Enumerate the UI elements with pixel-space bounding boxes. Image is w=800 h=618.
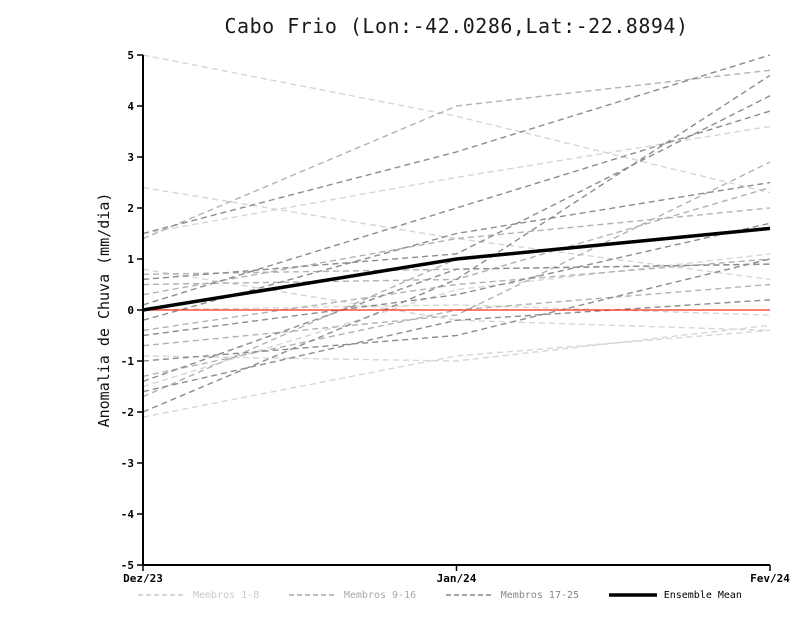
member-line (142, 258, 771, 362)
member-line (142, 181, 771, 321)
chart-title: Cabo Frio (Lon:-42.0286,Lat:-22.8894) (224, 14, 689, 38)
member-line (142, 268, 771, 332)
legend-label: Membros 1-8 (193, 589, 260, 601)
x-tick-label: Fev/24 (750, 572, 790, 585)
legend-label: Membros 17-25 (500, 589, 580, 601)
legend-label: Ensemble Mean (663, 589, 742, 601)
member-line (142, 74, 771, 413)
legend-item-members-1-8: Membros 1-8 (138, 590, 259, 601)
y-tick-label: 2 (127, 202, 134, 215)
legend-item-members-17-25: Membros 17-25 (445, 589, 580, 601)
y-tick-label: 5 (127, 49, 134, 62)
member-line (142, 110, 771, 306)
member-line (142, 324, 771, 362)
member-line (142, 125, 771, 235)
member-line (142, 54, 771, 194)
member-line (142, 95, 771, 281)
legend-solid-line-icon (608, 593, 657, 597)
y-tick-label: -5 (121, 559, 134, 572)
member-line (142, 222, 771, 337)
member-line (142, 329, 771, 418)
y-tick-label: 0 (127, 304, 134, 317)
legend: Membros 1-8 Membros 9-16 Membros 17-25 E… (138, 586, 742, 604)
y-tick-label: 1 (127, 253, 134, 266)
member-line (142, 54, 771, 235)
legend-dashed-line-icon (138, 594, 186, 596)
member-line (142, 299, 771, 393)
legend-item-members-9-16: Membros 9-16 (288, 589, 417, 601)
x-tick-label: Dez/23 (123, 572, 163, 585)
y-tick-label: -4 (121, 508, 135, 521)
member-line (142, 186, 771, 281)
y-tick-label: 4 (127, 100, 134, 113)
member-line (142, 283, 771, 377)
member-line (142, 263, 771, 383)
y-tick-label: -2 (121, 406, 134, 419)
legend-dashed-line-icon (445, 594, 494, 596)
y-tick-label: 3 (127, 151, 134, 164)
legend-item-ensemble-mean: Ensemble Mean (608, 589, 742, 601)
x-tick-label: Jan/24 (437, 572, 477, 585)
y-tick-label: -1 (121, 355, 135, 368)
member-line (142, 304, 771, 316)
member-line (142, 258, 771, 332)
legend-label: Membros 9-16 (343, 589, 417, 601)
legend-dashed-line-icon (288, 594, 337, 596)
ensemble-mean-line (142, 226, 771, 312)
y-tick-label: -3 (121, 457, 134, 470)
member-line (142, 161, 771, 347)
member-line (142, 69, 771, 240)
